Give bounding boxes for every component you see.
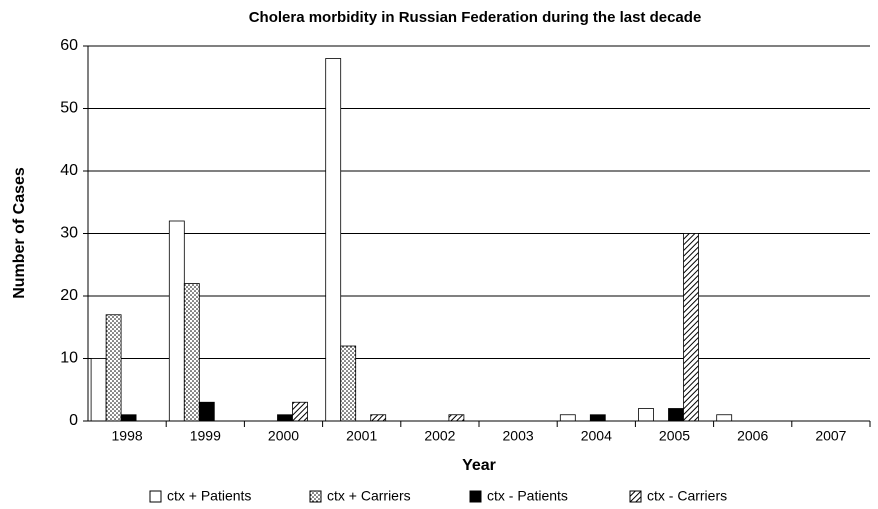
bar [589, 414, 606, 422]
x-tick-label: 1999 [190, 428, 221, 444]
bar [105, 314, 122, 422]
bar [292, 401, 308, 422]
x-tick-label: 2004 [581, 428, 612, 444]
y-tick-label: 20 [60, 287, 78, 304]
legend-label: ctx - Patients [487, 488, 568, 504]
bar [668, 408, 684, 422]
legend-swatch [469, 490, 482, 503]
y-tick-label: 40 [60, 162, 78, 179]
bar [370, 414, 387, 422]
bar [277, 414, 293, 422]
legend-label: ctx + Patients [167, 488, 251, 504]
y-tick-label: 10 [60, 350, 78, 367]
x-tick-label: 2000 [268, 428, 299, 444]
bar [168, 220, 185, 422]
legend-label: ctx - Carriers [647, 488, 727, 504]
bar [448, 414, 465, 422]
bar [559, 414, 576, 422]
x-tick-label: 2006 [737, 428, 768, 444]
legend-swatch [149, 490, 162, 503]
bar [198, 401, 215, 422]
bar [716, 414, 733, 422]
bar [340, 345, 357, 422]
x-tick-label: 2005 [659, 428, 690, 444]
x-tick-label: 2003 [503, 428, 534, 444]
y-tick-label: 50 [60, 100, 78, 117]
y-axis-label: Number of Cases [11, 167, 28, 299]
y-tick-label: 30 [60, 225, 78, 242]
x-axis-label: Year [462, 457, 496, 474]
legend-label: ctx + Carriers [327, 488, 411, 504]
y-tick-label: 0 [69, 412, 78, 429]
x-tick-label: 2007 [815, 428, 846, 444]
bar [638, 408, 654, 422]
x-tick-label: 2002 [424, 428, 455, 444]
bar [325, 58, 342, 422]
chart-title: Cholera morbidity in Russian Federation … [249, 9, 702, 26]
legend-swatch [309, 490, 322, 503]
legend-swatch [629, 490, 642, 503]
bar [120, 414, 137, 422]
bar [90, 358, 107, 422]
bar [683, 233, 699, 422]
x-tick-label: 1998 [112, 428, 143, 444]
y-tick-label: 60 [60, 37, 78, 54]
bar [183, 283, 200, 422]
x-tick-label: 2001 [346, 428, 377, 444]
